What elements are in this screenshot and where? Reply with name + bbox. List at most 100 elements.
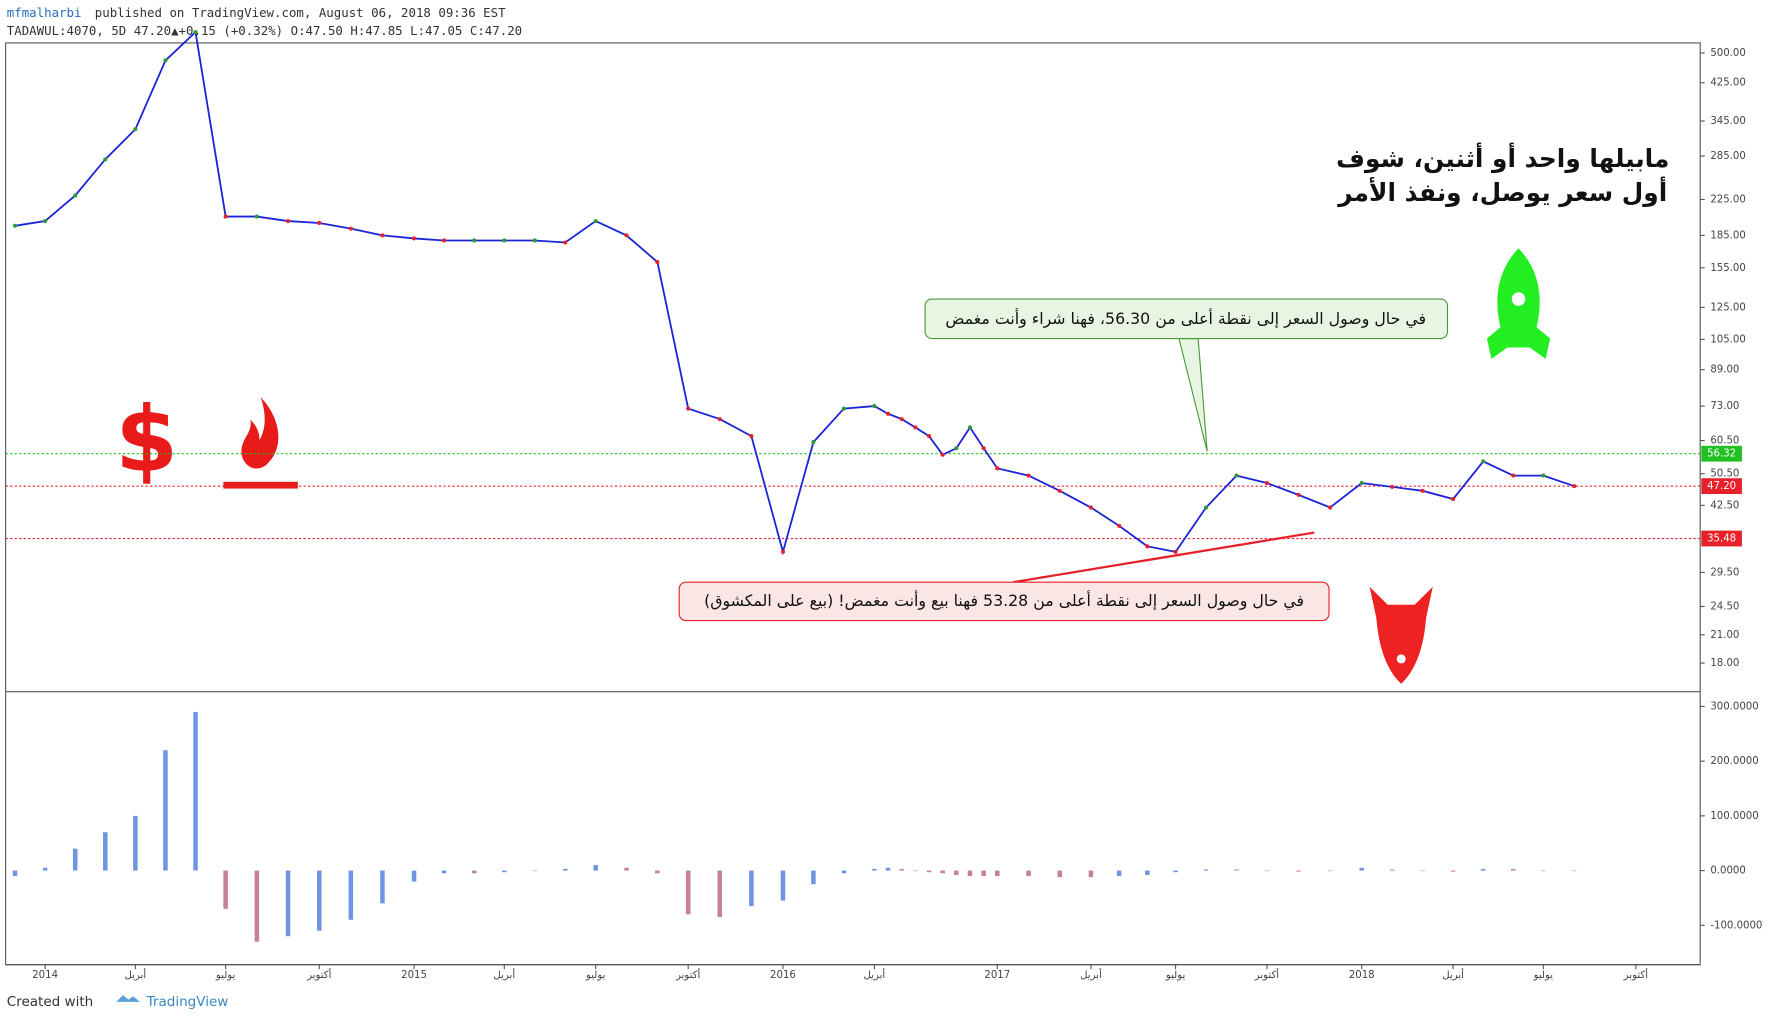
- price-point: [954, 446, 959, 451]
- x-tick-label: 2015: [401, 970, 427, 981]
- y-tick-label: 500.00: [1710, 48, 1745, 59]
- histogram-bar: [1389, 869, 1395, 871]
- headline: أول سعر يوصل، ونفذ الأمر: [1336, 176, 1667, 208]
- price-point: [995, 466, 1000, 471]
- price-point: [1541, 473, 1546, 478]
- histogram-bar: [954, 870, 959, 875]
- histogram-bar: [1359, 867, 1364, 871]
- histogram-bar: [593, 865, 598, 871]
- y-tick-label: 60.50: [1710, 436, 1739, 447]
- price-point: [1420, 488, 1425, 493]
- histogram-bar: [1116, 870, 1122, 877]
- histogram-bar: [1026, 870, 1031, 877]
- y-tick-label: 21.00: [1710, 630, 1739, 641]
- x-tick-label: يوليو: [1165, 970, 1186, 981]
- x-tick-label: أكتوبر: [1254, 968, 1280, 981]
- x-tick-label: 2017: [984, 970, 1010, 981]
- x-tick-label: أبريل: [863, 968, 885, 981]
- histogram-bar: [655, 870, 660, 874]
- x-tick-label: 2016: [770, 970, 796, 981]
- x-tick-label: 2014: [32, 970, 58, 981]
- histogram-bar: [1203, 869, 1209, 871]
- y-tick-label: 200.0000: [1710, 756, 1758, 767]
- price-point: [1057, 488, 1062, 493]
- histogram-bar: [940, 870, 945, 874]
- x-tick-label: يوليو: [1533, 970, 1554, 981]
- histogram-bar: [223, 870, 228, 909]
- histogram-bar: [471, 870, 477, 874]
- price-point: [926, 434, 932, 439]
- histogram-bar: [1327, 870, 1333, 872]
- price-point: [967, 425, 973, 430]
- price-point: [73, 193, 78, 198]
- histogram-bar: [1511, 868, 1516, 871]
- y-tick-label: 73.00: [1710, 401, 1739, 412]
- price-point: [502, 238, 507, 243]
- price-point: [1451, 496, 1456, 502]
- x-tick-label: أبريل: [125, 968, 147, 981]
- histogram-bar: [441, 870, 447, 874]
- price-point: [1117, 523, 1122, 528]
- rocket-window: [1511, 292, 1526, 306]
- price-point: [442, 238, 447, 243]
- price-point: [624, 233, 629, 238]
- flame-icon: [241, 397, 279, 469]
- y-tick-label: 50.50: [1710, 469, 1739, 480]
- histogram-bar: [624, 867, 629, 871]
- brand-logo: [116, 995, 140, 1002]
- footer-brand: TradingView: [146, 994, 229, 1010]
- histogram-bar: [1296, 870, 1301, 872]
- histogram-bar: [1088, 870, 1094, 878]
- y-tick-label: 225.00: [1710, 194, 1745, 205]
- price-tag: [1701, 445, 1742, 462]
- histogram-bar: [285, 870, 291, 937]
- price-point: [1481, 459, 1486, 464]
- histogram-bar: [254, 870, 260, 942]
- price-point: [885, 411, 891, 416]
- sell-box: [678, 581, 1330, 622]
- x-tick-label: أبريل: [1442, 968, 1464, 981]
- histogram-bar: [749, 870, 754, 907]
- published: published on TradingView.com, August 06,…: [95, 5, 506, 20]
- price-point: [103, 157, 108, 162]
- price-point: [872, 404, 877, 409]
- histogram-bar: [811, 870, 816, 885]
- y-tick-label: 100.0000: [1710, 811, 1758, 822]
- y-tick-label: 0.0000: [1710, 866, 1745, 877]
- price-point: [472, 238, 477, 243]
- price-point: [913, 425, 918, 430]
- histogram-bar: [967, 870, 973, 877]
- price-point: [1511, 473, 1516, 478]
- flame-base: [223, 481, 298, 489]
- price-point: [655, 260, 660, 265]
- price-point: [254, 214, 259, 219]
- price-point: [1390, 484, 1395, 489]
- footer-created: Created with: [7, 994, 93, 1010]
- y-tick-label: 425.00: [1710, 78, 1745, 89]
- y-tick-label: 125.00: [1710, 302, 1745, 313]
- y-tick-label: 89.00: [1710, 365, 1739, 376]
- price-point: [1204, 505, 1209, 510]
- histogram-bar: [163, 750, 168, 871]
- dollar-icon: $: [115, 388, 178, 493]
- price-point: [133, 127, 138, 132]
- price-point: [811, 440, 816, 445]
- buy-box: [924, 298, 1449, 340]
- histogram-bar: [72, 848, 78, 871]
- histogram-bar: [995, 870, 1000, 877]
- histogram-bar: [926, 870, 932, 873]
- price-point: [532, 238, 537, 243]
- price-point: [286, 219, 291, 224]
- price-point: [1088, 505, 1093, 510]
- price-point: [1328, 505, 1333, 510]
- histogram-bar: [717, 870, 723, 918]
- histogram-bar: [1173, 870, 1178, 873]
- price-point: [686, 406, 691, 411]
- histogram-bar: [841, 870, 847, 874]
- price-point: [899, 417, 904, 422]
- sell-note: في حال وصول السعر إلى نقطة أعلى من 53.28…: [704, 590, 1304, 611]
- price-point: [223, 214, 228, 219]
